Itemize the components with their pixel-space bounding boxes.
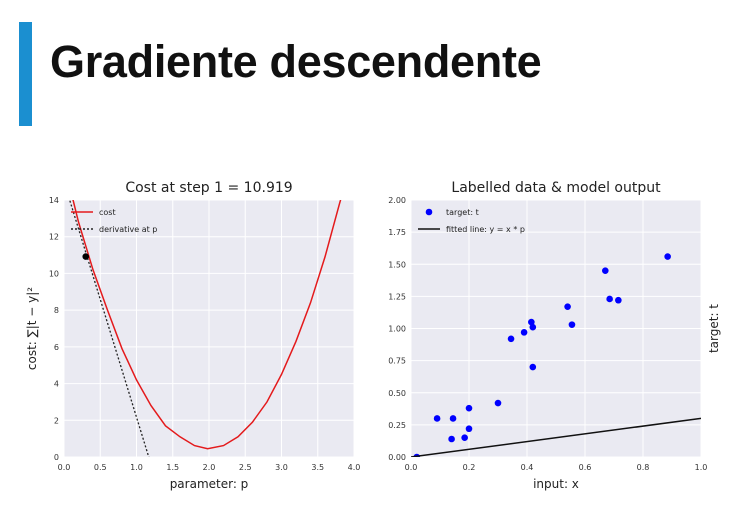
- y-tick-label: 0.75: [388, 357, 406, 366]
- x-tick-label: 1.0: [130, 463, 143, 472]
- y-tick-label: 0.25: [388, 421, 406, 430]
- data-point: [602, 267, 609, 274]
- current-parameter-point: [82, 253, 90, 260]
- y-tick-label: 0: [54, 453, 59, 462]
- y-axis-label: target: t: [707, 304, 721, 353]
- x-tick-label: 1.5: [166, 463, 179, 472]
- data-point: [615, 296, 622, 304]
- y-tick-label: 1.75: [388, 228, 406, 237]
- title-accent-bar: [19, 22, 32, 126]
- plot-area: [411, 253, 701, 457]
- x-tick-label: 2.0: [203, 463, 216, 472]
- x-tick-label: 0.4: [521, 463, 534, 472]
- data-point: [568, 321, 576, 328]
- x-tick-label: 0.5: [94, 463, 107, 472]
- y-tick-label: 12: [49, 233, 59, 242]
- y-tick-label: 14: [49, 196, 59, 205]
- chart-title: Labelled data & model output: [451, 180, 661, 196]
- derivative-line: [68, 200, 150, 457]
- data-point: [465, 425, 473, 433]
- y-tick-label: 8: [54, 306, 59, 315]
- x-tick-label: 3.5: [311, 463, 324, 472]
- x-tick-label: 0.0: [58, 463, 71, 472]
- data-model-chart: 0.0 0.2 0.4 0.6 0.8 1.0 0.00 0.25 0.50 0.75 1.00 1.…: [388, 180, 721, 491]
- data-point: [528, 318, 535, 326]
- y-tick-label: 0.50: [388, 389, 406, 398]
- y-tick-label: 2.00: [388, 196, 406, 205]
- plot-area: [68, 200, 342, 457]
- cost-curve: [72, 200, 342, 450]
- y-tick-label: 1.50: [388, 260, 406, 269]
- y-tick-label: 4: [54, 380, 59, 389]
- y-tick-label: 1.25: [388, 292, 406, 301]
- data-point: [494, 399, 502, 407]
- data-point: [606, 295, 613, 303]
- x-tick-label: 0.6: [579, 463, 592, 472]
- data-point: [664, 253, 671, 260]
- data-point: [529, 363, 537, 371]
- data-point: [465, 404, 473, 412]
- x-tick-label: 0.2: [463, 463, 476, 472]
- data-point: [449, 415, 457, 422]
- x-tick-label: 0.8: [637, 463, 650, 472]
- x-tick-label: 3.0: [275, 463, 288, 472]
- y-tick-label: 1.00: [388, 325, 406, 334]
- data-point: [564, 303, 571, 310]
- data-point: [448, 435, 455, 443]
- legend-label: target: t: [446, 208, 479, 217]
- y-axis-label: cost: ∑|t − y|²: [25, 287, 39, 370]
- fitted-line: [411, 417, 701, 457]
- legend-marker: [425, 208, 433, 216]
- y-tick-label: 6: [54, 343, 59, 352]
- x-tick-label: 4.0: [348, 463, 361, 472]
- y-tick-label: 2: [54, 416, 59, 425]
- legend-label: fitted line: y = x * p: [446, 225, 525, 234]
- x-tick-label: 0.0: [405, 463, 418, 472]
- x-axis-label: parameter: p: [170, 477, 249, 491]
- x-tick-label: 2.5: [239, 463, 252, 472]
- data-point: [433, 415, 441, 422]
- chart-title: Cost at step 1 = 10.919: [125, 180, 292, 196]
- y-tick-label: 0.00: [388, 453, 406, 462]
- legend-label: derivative at p: [99, 225, 157, 234]
- x-axis-label: input: x: [533, 477, 579, 491]
- slide-title: Gradiente descendente: [50, 36, 542, 87]
- data-point: [507, 335, 515, 343]
- x-tick-label: 1.0: [695, 463, 708, 472]
- data-point: [461, 434, 468, 442]
- data-point: [529, 323, 537, 331]
- legend-label: cost: [99, 208, 116, 217]
- y-tick-label: 10: [49, 269, 59, 278]
- data-point: [520, 329, 528, 336]
- cost-chart: 0.0 0.5 1.0 1.5 2.0 2.5 3.0 3.5 4.0 0 2 4 6 8 10 12 14 co…: [25, 180, 361, 491]
